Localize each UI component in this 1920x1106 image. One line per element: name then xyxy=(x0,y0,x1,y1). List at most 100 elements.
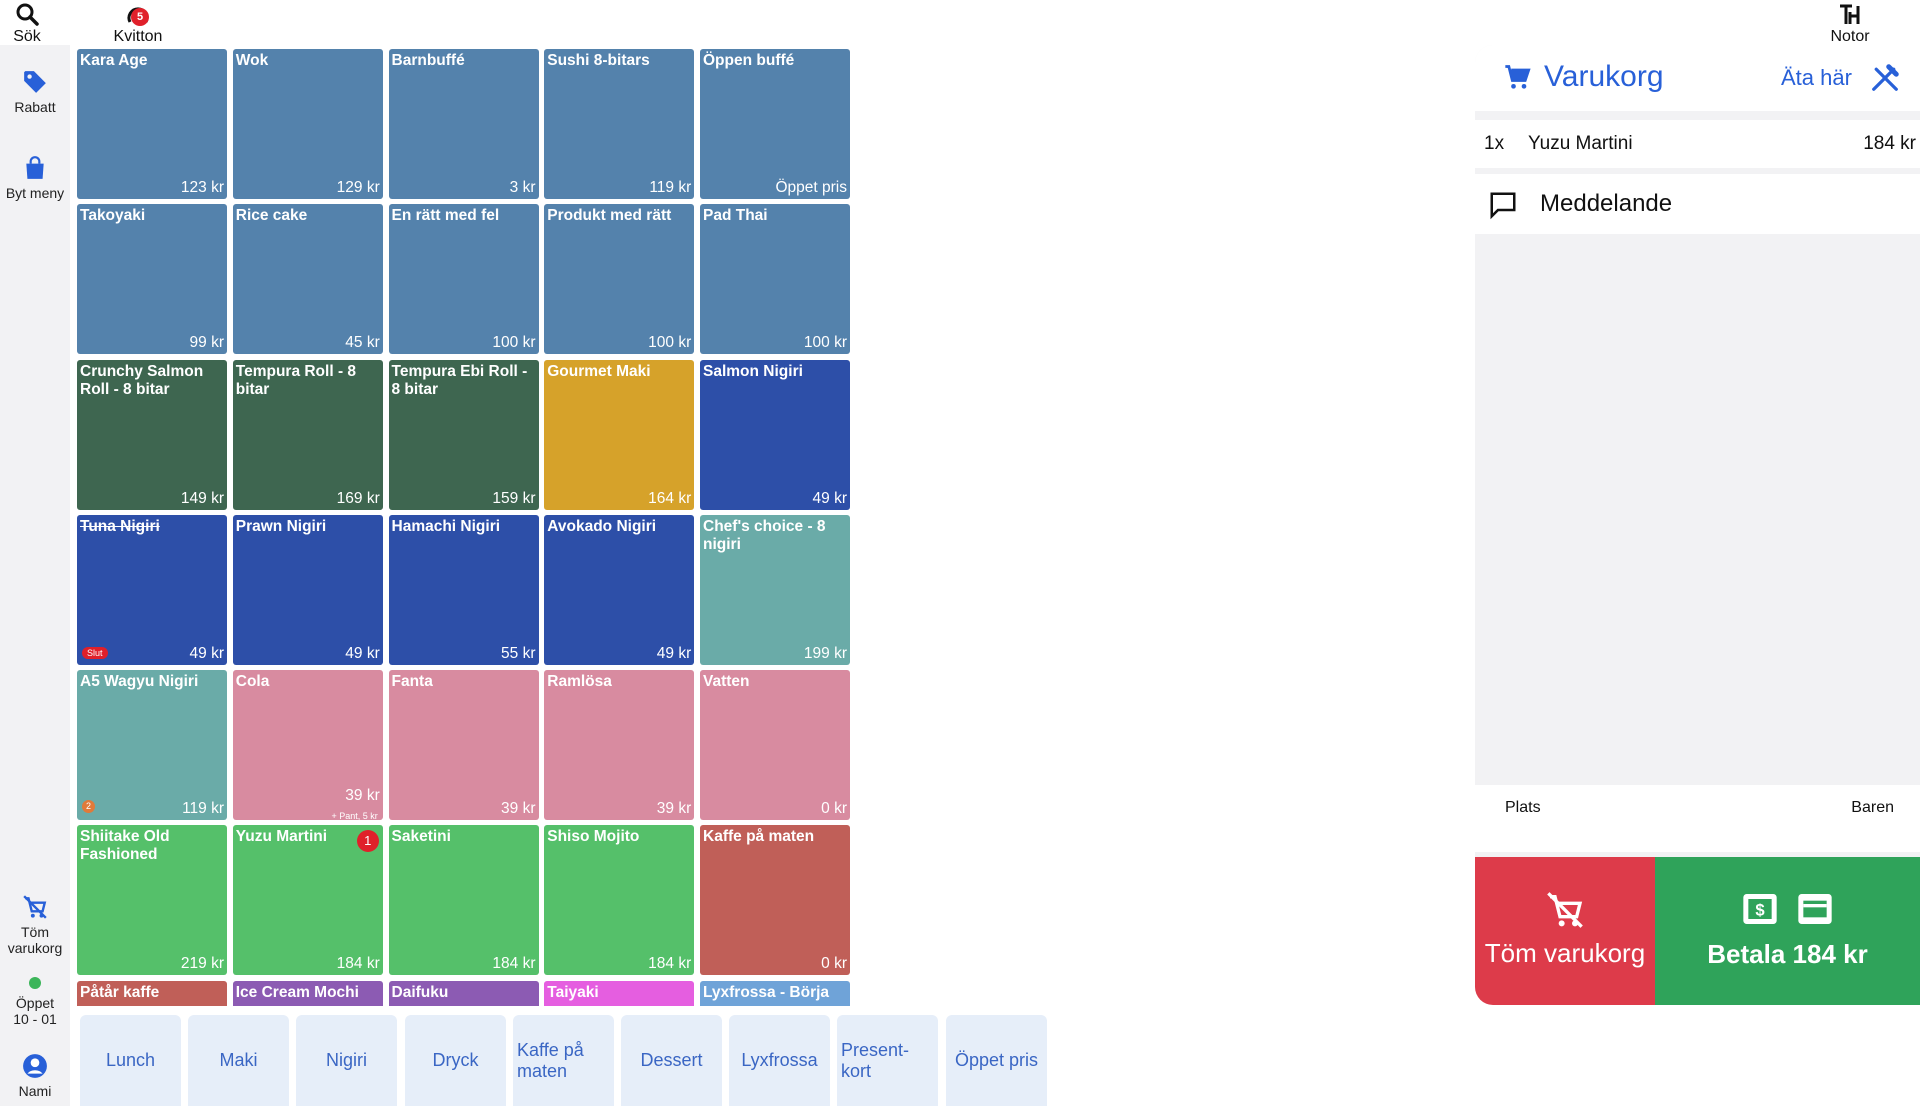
product-price: 164 kr xyxy=(648,489,692,507)
product-price: 199 kr xyxy=(803,644,847,662)
product-name: Chef's choice - 8 nigiri xyxy=(703,517,826,553)
hours-label: 10 - 01 xyxy=(13,1011,57,1027)
product-tile[interactable]: Tempura Ebi Roll - 8 bitar 159 kr xyxy=(388,359,539,510)
product-name: Lyxfrossa - Börja xyxy=(703,983,830,1001)
place-label: Plats xyxy=(1505,799,1541,816)
change-menu-label: Byt meny xyxy=(5,185,65,201)
product-tile[interactable]: Salmon Nigiri 49 kr xyxy=(700,359,850,510)
product-tile[interactable]: Shiitake Old Fashioned 219 kr xyxy=(77,825,227,976)
dine-mode-toggle[interactable]: Äta här xyxy=(1781,65,1852,90)
product-name: Ramlösa xyxy=(547,673,612,690)
product-tile[interactable]: Ramlösa 39 kr xyxy=(544,670,695,820)
product-name: Shiso Mojito xyxy=(547,828,640,846)
product-tile[interactable]: Tuna Nigiri 49 kr Slut xyxy=(77,514,227,665)
product-name: Wok xyxy=(235,52,269,69)
product-tile[interactable]: Kara Age 123 kr xyxy=(77,49,227,199)
product-name: Produkt med rätt xyxy=(547,207,672,225)
product-tile[interactable]: Taiyaki xyxy=(544,980,695,1006)
product-tile[interactable]: Öppen buffé Öppet pris xyxy=(700,49,850,199)
category-kaffe[interactable]: Kaffe på maten xyxy=(513,1015,614,1106)
cutlery-icon[interactable] xyxy=(1870,63,1900,93)
product-price: 100 kr xyxy=(492,334,536,352)
product-tile[interactable]: Rice cake 45 kr xyxy=(232,204,383,355)
product-tile[interactable]: Saketini 184 kr xyxy=(388,825,539,976)
product-tile[interactable]: Crunchy Salmon Roll - 8 bitar 149 kr xyxy=(77,359,227,510)
product-tile[interactable]: Cola 39 kr + Pant, 5 kr xyxy=(232,670,383,820)
product-tile[interactable]: Avokado Nigiri 49 kr xyxy=(544,514,695,665)
product-name: Barnbuffé xyxy=(391,52,465,69)
product-name: Kara Age xyxy=(80,52,148,69)
clear-cart-side-button[interactable]: Töm varukorg xyxy=(0,894,70,956)
product-tile[interactable]: Pad Thai 100 kr xyxy=(700,204,850,355)
category-lunch[interactable]: Lunch xyxy=(80,1015,181,1106)
pay-button[interactable]: $ Betala 184 kr xyxy=(1655,857,1920,1005)
product-tile[interactable]: En rätt med fel 100 kr xyxy=(388,204,539,355)
product-tile[interactable]: Fanta 39 kr xyxy=(388,670,539,820)
category-nigiri[interactable]: Nigiri xyxy=(296,1015,397,1106)
product-tile[interactable]: Daifuku xyxy=(388,980,539,1006)
category-dessert[interactable]: Dessert xyxy=(621,1015,722,1106)
product-name: Crunchy Salmon Roll - 8 bitar xyxy=(80,362,204,398)
cart-item-row[interactable]: 1x Yuzu Martini 184 kr xyxy=(1475,120,1920,168)
product-price: 49 kr xyxy=(189,644,224,662)
cart-qty-badge: 1 xyxy=(356,830,379,853)
product-tile[interactable]: Vatten 0 kr xyxy=(700,670,850,820)
product-tile[interactable]: Produkt med rätt 100 kr xyxy=(544,204,695,355)
category-oppet-pris[interactable]: Öppet pris xyxy=(946,1015,1047,1106)
change-menu-button[interactable]: Byt meny xyxy=(0,155,70,201)
product-tile[interactable]: Prawn Nigiri 49 kr xyxy=(232,514,383,665)
category-dryck[interactable]: Dryck xyxy=(405,1015,506,1106)
product-tile[interactable]: Kaffe på maten 0 kr xyxy=(700,825,850,976)
category-presentkort[interactable]: Present-kort xyxy=(837,1015,938,1106)
product-name: Saketini xyxy=(391,828,451,846)
place-value: Baren xyxy=(1851,799,1894,816)
card-icon xyxy=(1798,894,1832,924)
product-tile[interactable]: A5 Wagyu Nigiri 119 kr 2 xyxy=(77,670,227,820)
receipts-button[interactable]: 5 Kvitton xyxy=(103,0,173,46)
product-price: 99 kr xyxy=(189,334,224,352)
pay-label: Betala 184 kr xyxy=(1707,939,1868,969)
clear-cart-button[interactable]: Töm varukorg xyxy=(1475,857,1655,1005)
product-price: 119 kr xyxy=(182,800,224,817)
product-tile[interactable]: Lyxfrossa - Börja xyxy=(700,980,850,1006)
product-price: 39 kr xyxy=(501,800,536,817)
product-name: Sushi 8-bitars xyxy=(547,52,650,69)
sold-out-badge: Slut xyxy=(82,646,108,659)
product-price: 45 kr xyxy=(345,334,380,352)
search-label: Sök xyxy=(13,28,41,45)
notes-button[interactable]: Notor xyxy=(1815,0,1885,46)
status-label: Öppet xyxy=(15,995,55,1011)
search-icon xyxy=(0,2,62,28)
product-tile[interactable]: Shiso Mojito 184 kr xyxy=(544,825,695,976)
product-tile[interactable]: Chef's choice - 8 nigiri 199 kr xyxy=(700,514,850,665)
product-price: 3 kr xyxy=(509,179,536,196)
place-row[interactable]: Plats Baren xyxy=(1475,785,1920,852)
product-tile[interactable]: Wok 129 kr xyxy=(232,49,383,199)
product-tile[interactable]: Påtår kaffe xyxy=(77,980,227,1006)
product-tile[interactable]: Hamachi Nigiri 55 kr xyxy=(388,514,539,665)
category-maki[interactable]: Maki xyxy=(188,1015,289,1106)
message-button[interactable]: Meddelande xyxy=(1475,174,1920,234)
product-tile[interactable]: Ice Cream Mochi xyxy=(232,980,383,1006)
product-tile[interactable]: Barnbuffé 3 kr xyxy=(388,49,539,199)
product-deposit-note: + Pant, 5 kr xyxy=(331,811,378,820)
product-name: Takoyaki xyxy=(80,207,146,225)
discount-button[interactable]: Rabatt xyxy=(0,69,70,115)
product-tile[interactable]: Gourmet Maki 164 kr xyxy=(544,359,695,510)
user-button[interactable]: Nami xyxy=(0,1053,70,1099)
product-name: Ice Cream Mochi xyxy=(235,983,359,1001)
product-tile[interactable]: Sushi 8-bitars 119 kr xyxy=(544,49,695,199)
product-price: 159 kr xyxy=(492,489,536,507)
product-name: Yuzu Martini xyxy=(235,828,328,846)
product-name: Fanta xyxy=(391,673,433,690)
receipts-badge: 5 xyxy=(131,8,149,26)
category-lyxfrossa[interactable]: Lyxfrossa xyxy=(729,1015,830,1106)
search-button[interactable]: Sök xyxy=(0,0,62,46)
product-tile[interactable]: Takoyaki 99 kr xyxy=(77,204,227,355)
product-tile[interactable]: Tempura Roll - 8 bitar 169 kr xyxy=(232,359,383,510)
product-price: 0 kr xyxy=(821,800,847,817)
product-name: Salmon Nigiri xyxy=(703,362,803,380)
product-tile[interactable]: Yuzu Martini 184 kr 1 xyxy=(232,825,383,976)
product-name: Tuna Nigiri xyxy=(80,517,160,535)
product-price: 119 kr xyxy=(649,179,692,196)
